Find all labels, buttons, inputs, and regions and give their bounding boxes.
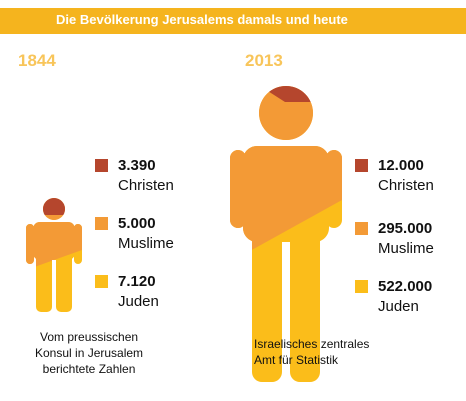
population-figure-1844: [26, 198, 82, 312]
segment-christen-1844: [26, 198, 82, 215]
legend-value-juden-2013: 522.000: [378, 278, 433, 295]
source-line: Amt für Statistik: [254, 353, 339, 367]
legend-swatch-juden-1844: [95, 275, 108, 288]
source-line: berichtete Zahlen: [42, 362, 136, 376]
legend-value-christen-1844: 3.390: [118, 157, 156, 174]
legend-swatch-christen-2013: [355, 159, 368, 172]
year-label-2013: 2013: [245, 51, 283, 70]
legend-swatch-muslime-1844: [95, 217, 108, 230]
legend-label-juden-1844: Juden: [118, 293, 159, 310]
title-bar: [0, 8, 466, 34]
source-line: Israelisches zentrales: [254, 337, 370, 351]
legend-value-christen-2013: 12.000: [378, 157, 424, 174]
legend-label-christen-1844: Christen: [118, 177, 174, 194]
legend-label-christen-2013: Christen: [378, 177, 434, 194]
legend-swatch-christen-1844: [95, 159, 108, 172]
legend-label-muslime-2013: Muslime: [378, 240, 434, 257]
year-label-1844: 1844: [18, 51, 56, 70]
source-line: Vom preussischen: [40, 330, 139, 344]
source-note-2013: Israelisches zentrales Amt für Statistik: [254, 336, 369, 368]
legend-value-juden-1844: 7.120: [118, 273, 156, 290]
population-figure-2013: [230, 86, 342, 382]
legend-swatch-juden-2013: [355, 280, 368, 293]
legend-label-juden-2013: Juden: [378, 298, 419, 315]
chart-title: Die Bevölkerung Jerusalems damals und he…: [56, 12, 348, 27]
source-line: Konsul in Jerusalem: [35, 346, 144, 360]
source-note-1844: Vom preussischen Konsul in Jerusalem ber…: [35, 329, 143, 377]
legend-value-muslime-1844: 5.000: [118, 215, 156, 232]
legend-value-muslime-2013: 295.000: [378, 220, 433, 237]
legend-label-muslime-1844: Muslime: [118, 235, 174, 252]
legend-swatch-muslime-2013: [355, 222, 368, 235]
